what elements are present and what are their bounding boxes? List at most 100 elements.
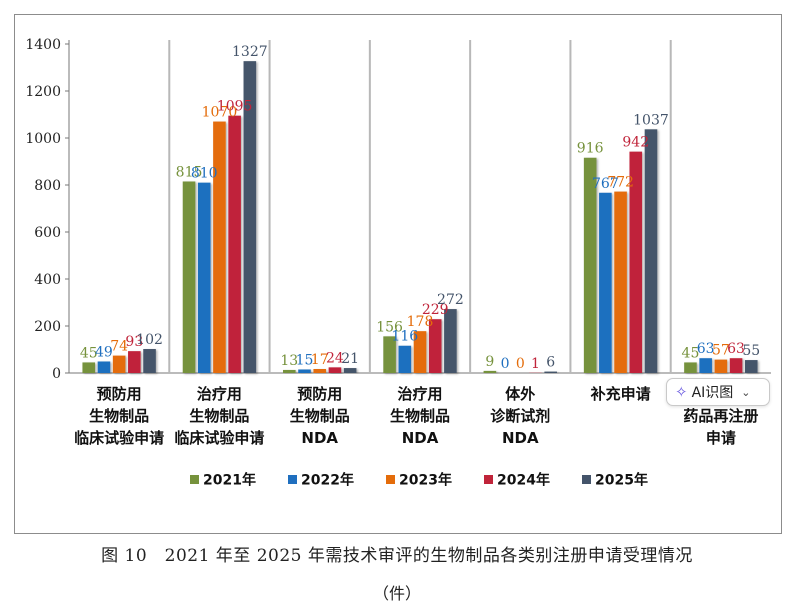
category-label: NDA: [402, 429, 439, 447]
data-label: 93: [125, 334, 143, 350]
data-label: 0: [501, 356, 510, 372]
category-label: 生物制品: [290, 407, 350, 425]
bar-2021年-6: [684, 362, 697, 373]
category-label: 预防用: [297, 385, 342, 403]
figure-caption: 图 10 2021 年至 2025 年需技术审评的生物制品各类别注册申请受理情况: [101, 546, 693, 566]
chart-frame: 0 200 400 600 800 1000 1200 1400 45 49 74 93 102 815…: [14, 14, 782, 534]
bar-2023年-2: [313, 369, 327, 373]
category-label: 体外: [505, 385, 535, 403]
data-label: 45: [682, 345, 700, 361]
data-label: 102: [136, 332, 163, 348]
bar-2021年-3: [383, 336, 396, 373]
category-label: 生物制品: [390, 407, 450, 425]
data-label: 55: [742, 343, 760, 359]
data-label: 815: [176, 164, 203, 180]
bar-2024年-5: [629, 151, 643, 373]
data-label: 767: [592, 176, 619, 192]
bar-2023年-3: [413, 331, 427, 373]
legend-swatch: [386, 475, 395, 484]
data-label: 1070: [202, 105, 238, 121]
y-tick-label: 800: [34, 178, 61, 194]
figure-unit: （件）: [372, 584, 421, 603]
data-label: 9: [485, 354, 494, 370]
data-label: 15: [296, 352, 314, 368]
ai-sparkle-icon: ✧: [675, 383, 688, 401]
data-label: 229: [422, 302, 449, 318]
data-label: 74: [110, 339, 128, 355]
data-label: 63: [727, 341, 745, 357]
y-tick-label: 0: [52, 366, 61, 382]
y-tick-label: 600: [34, 225, 61, 241]
data-label: 116: [391, 329, 418, 345]
bar-2022年-5: [599, 192, 612, 373]
legend-swatch: [484, 475, 493, 484]
bar-2022年-1: [197, 182, 211, 373]
category-label: 诊断试剂: [490, 407, 550, 425]
category-label: 预防用: [97, 385, 142, 403]
bar-2025年-5: [644, 129, 658, 373]
bar-2023年-5: [614, 191, 627, 373]
data-label: 1: [531, 356, 540, 372]
category-label: 临床试验申请: [74, 429, 164, 447]
bar-2025年-2: [343, 368, 357, 373]
bar-2025年-1: [243, 61, 257, 373]
legend-swatch: [288, 475, 297, 484]
data-label: 156: [376, 319, 403, 335]
bar-2022年-2: [298, 369, 311, 373]
data-label: 45: [80, 345, 98, 361]
category-label: NDA: [301, 429, 338, 447]
bar-2024年-3: [428, 319, 442, 373]
data-label: 6: [546, 355, 555, 371]
data-label: 24: [326, 350, 344, 366]
ai-image-recognition-button[interactable]: ✧ AI识图 ⌄: [666, 378, 770, 406]
category-label: 申请: [706, 429, 736, 447]
data-label: 178: [407, 314, 434, 330]
bar-2025年-4: [544, 371, 557, 373]
data-label: 810: [191, 166, 218, 182]
bar-2024年-6: [729, 358, 743, 373]
data-label: 0: [516, 356, 525, 372]
data-label: 57: [712, 343, 730, 359]
bar-2021年-1: [182, 181, 196, 373]
category-label: 治疗用: [397, 385, 442, 403]
data-label: 13: [280, 353, 298, 369]
bar-2025年-0: [143, 349, 156, 373]
bar-2021年-5: [583, 157, 597, 373]
data-label: 272: [437, 292, 464, 308]
y-tick-label: 400: [34, 272, 61, 288]
bar-2024年-0: [128, 351, 141, 373]
category-label: 生物制品: [89, 407, 149, 425]
data-label: 63: [697, 341, 715, 357]
data-label: 916: [577, 141, 604, 157]
bar-2025年-3: [444, 309, 457, 373]
legend-label: 2025年: [595, 472, 648, 489]
data-label: 772: [607, 175, 634, 191]
category-label: NDA: [502, 429, 539, 447]
bar-2023年-6: [714, 359, 728, 373]
bar-2025年-6: [744, 360, 758, 373]
data-label: 49: [95, 344, 113, 360]
data-label: 21: [341, 351, 359, 367]
data-label: 1327: [232, 44, 268, 60]
legend-label: 2021年: [203, 472, 256, 489]
bar-2021年-2: [283, 369, 296, 373]
bar-2023年-0: [112, 355, 126, 373]
bar-2022年-0: [97, 361, 111, 373]
ai-chip-label: AI识图: [691, 385, 734, 401]
legend-label: 2024年: [497, 472, 550, 489]
data-label: 942: [622, 135, 649, 151]
category-label: 药品再注册: [683, 407, 758, 425]
legend-swatch: [190, 475, 199, 484]
y-tick-label: 1400: [25, 37, 61, 53]
data-label: 1037: [633, 112, 669, 128]
y-tick-label: 200: [34, 319, 61, 335]
data-label: 17: [311, 352, 329, 368]
bar-2022年-3: [398, 345, 412, 373]
bar-2024年-1: [228, 115, 241, 374]
y-tick-label: 1000: [25, 131, 61, 147]
category-label: 临床试验申请: [174, 429, 264, 447]
legend-label: 2023年: [399, 472, 452, 489]
category-label: 补充申请: [590, 385, 651, 403]
